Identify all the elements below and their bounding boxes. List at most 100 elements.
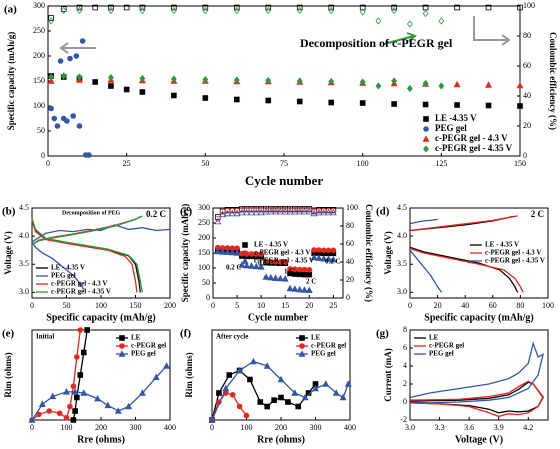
marker — [215, 216, 221, 222]
x-tick-label: 3.3 — [435, 423, 445, 432]
marker — [249, 357, 257, 365]
marker — [223, 248, 231, 255]
panel-label: (e) — [2, 328, 15, 340]
marker — [233, 76, 240, 84]
marker — [202, 4, 209, 11]
y-tick-label: 200 — [198, 233, 210, 242]
marker — [262, 207, 270, 215]
marker — [170, 6, 177, 15]
y-axis-label: Current (mA) — [383, 348, 393, 402]
legend-label: LE — [131, 334, 141, 342]
marker — [391, 101, 397, 107]
marker — [296, 77, 303, 85]
marker — [77, 327, 84, 333]
marker — [202, 75, 209, 84]
x-tick-label: 100 — [95, 301, 107, 310]
marker — [247, 376, 253, 383]
marker — [257, 399, 264, 405]
marker — [306, 271, 313, 278]
marker — [344, 380, 352, 387]
marker — [301, 207, 308, 215]
marker — [322, 380, 330, 387]
marker — [278, 394, 284, 401]
y2-tick-label: 60 — [346, 239, 354, 248]
marker — [316, 247, 322, 253]
marker — [286, 207, 294, 215]
legend-marker — [423, 126, 429, 132]
marker — [271, 397, 277, 403]
y-tick-label: 200 — [33, 51, 45, 60]
marker — [47, 77, 55, 84]
y2-axis-label: Coulombic efficiency (%) — [548, 32, 558, 130]
marker — [77, 372, 84, 378]
x-axis-label: Voltage (V) — [455, 434, 503, 445]
marker — [291, 207, 299, 215]
legend-label: c-PEGR gel — [429, 342, 464, 350]
y-tick-label: 4.0 — [397, 231, 407, 240]
x-tick-label: 100 — [241, 423, 253, 432]
marker — [123, 86, 130, 93]
marker — [64, 118, 70, 124]
marker — [80, 389, 88, 396]
y-axis-label: Voltage (V) — [3, 231, 13, 274]
marker — [70, 383, 77, 390]
x-tick-label: 60 — [489, 301, 497, 310]
marker — [92, 79, 99, 85]
legend-label: c-PEGR gel - 4.35 V — [51, 288, 111, 296]
marker — [263, 362, 271, 369]
marker — [63, 388, 70, 395]
marker — [243, 412, 250, 419]
marker — [163, 362, 171, 369]
legend-label: PEG gel — [131, 350, 156, 358]
legend-label: LE - 4.35 V — [485, 241, 519, 249]
marker — [325, 247, 332, 254]
marker — [233, 4, 240, 11]
marker — [92, 4, 99, 11]
x-tick-label: 400 — [344, 423, 356, 432]
x-tick-label: 0 — [211, 301, 215, 310]
y-tick-label: 150 — [198, 248, 210, 257]
marker — [332, 389, 340, 396]
marker — [222, 384, 230, 392]
marker — [79, 38, 86, 44]
marker — [485, 4, 492, 11]
marker — [54, 123, 61, 129]
marker — [296, 207, 304, 215]
marker — [248, 262, 255, 269]
panel-label: (a) — [4, 4, 17, 16]
marker — [76, 123, 83, 129]
x-axis-label: Specific capacity (mAh/g) — [424, 312, 533, 323]
y2-tick-label: 100 — [523, 1, 535, 10]
annotation: Initial — [36, 333, 54, 341]
marker — [359, 8, 366, 16]
marker — [67, 403, 73, 410]
marker — [328, 6, 335, 15]
marker — [438, 17, 445, 25]
x-tick-label: 100 — [357, 159, 369, 168]
marker — [63, 414, 70, 421]
marker — [70, 417, 77, 423]
series-line — [31, 215, 144, 293]
marker — [125, 402, 133, 410]
annotation: 1 C — [284, 268, 294, 276]
marker — [262, 273, 270, 280]
x-tick-label: 0 — [408, 301, 412, 310]
annotation: 0.2 C — [226, 264, 242, 272]
x-tick-label: 5 — [235, 301, 239, 310]
legend-label: LE — [311, 334, 321, 342]
legend-label: LE - 4.35 V — [254, 241, 288, 249]
y-tick-label: 2 — [403, 379, 407, 388]
legend-label: c-PEGR gel - 4.35 V — [435, 143, 513, 153]
marker — [281, 275, 289, 282]
arrow-bent — [473, 16, 511, 46]
marker — [48, 105, 54, 112]
marker — [219, 210, 227, 218]
y-tick-label: 300 — [198, 203, 210, 212]
marker — [76, 4, 83, 11]
x-tick-label: 0 — [210, 423, 214, 432]
series-line — [409, 215, 524, 293]
y2-tick-label: 80 — [346, 221, 354, 230]
marker — [453, 80, 461, 88]
marker — [108, 4, 114, 11]
x-tick-label: 100 — [61, 423, 73, 432]
